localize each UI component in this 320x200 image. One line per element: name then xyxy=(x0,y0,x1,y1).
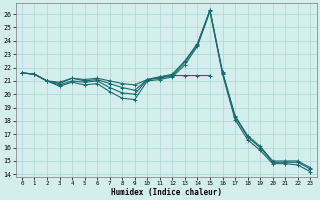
X-axis label: Humidex (Indice chaleur): Humidex (Indice chaleur) xyxy=(111,188,221,197)
